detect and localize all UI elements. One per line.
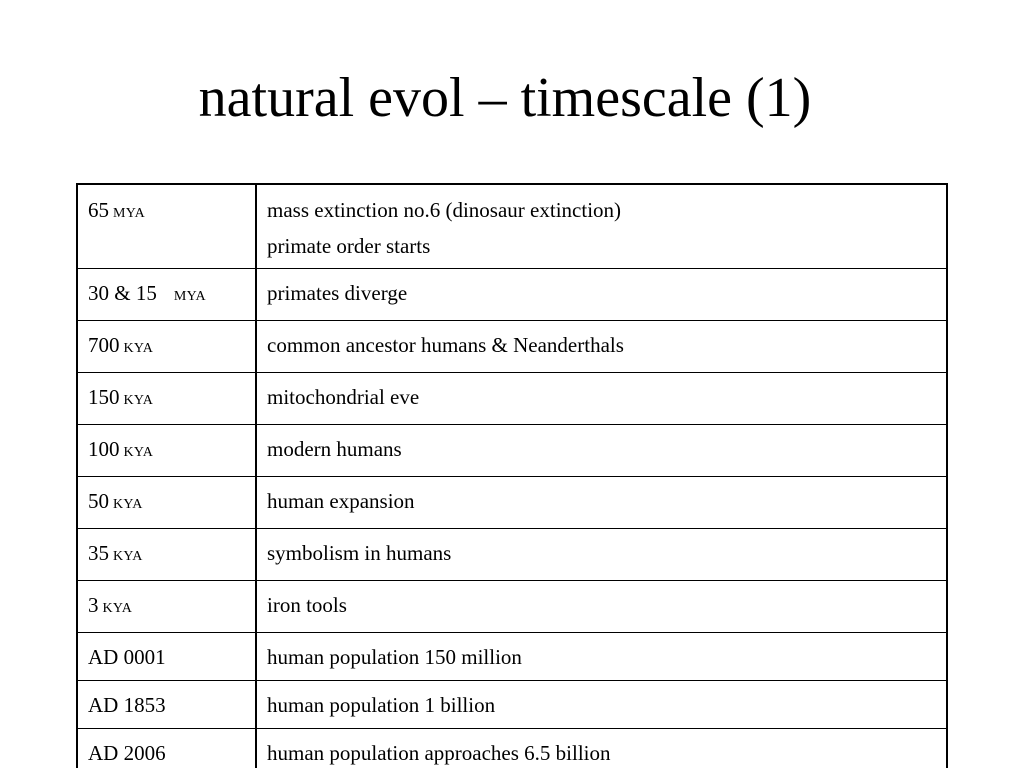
table-row: AD 2006 human population approaches 6.5 … xyxy=(76,728,948,768)
time-unit: MYA xyxy=(173,289,206,304)
event-text: human expansion xyxy=(267,489,415,513)
event-cell: human population 150 million xyxy=(255,632,948,681)
event-cell: mass extinction no.6 (dinosaur extinctio… xyxy=(255,183,948,269)
table-row: 700 KYA common ancestor humans & Neandert… xyxy=(76,320,948,373)
event-text: human population approaches 6.5 billion xyxy=(267,741,611,765)
time-value: 100 xyxy=(88,437,120,461)
table-row: 65 MYA mass extinction no.6 (dinosaur ext… xyxy=(76,183,948,269)
event-text: mitochondrial eve xyxy=(267,385,420,409)
event-cell: human population approaches 6.5 billion xyxy=(255,728,948,768)
event-text: primates diverge xyxy=(267,281,408,305)
time-cell: 100 KYA xyxy=(76,424,257,477)
time-cell: AD 0001 xyxy=(76,632,257,681)
time-value: 35 xyxy=(88,541,109,565)
event-cell: iron tools xyxy=(255,580,948,633)
time-cell: 30 & 15 MYA xyxy=(76,268,257,321)
time-cell: AD 2006 xyxy=(76,728,257,768)
time-value: 150 xyxy=(88,385,120,409)
time-unit: KYA xyxy=(102,601,133,616)
time-cell: AD 1853 xyxy=(76,680,257,729)
table-row: AD 1853 human population 1 billion xyxy=(76,680,948,729)
time-value: AD 1853 xyxy=(88,693,166,717)
time-value: AD 2006 xyxy=(88,741,166,765)
table-row: 30 & 15 MYA primates diverge xyxy=(76,268,948,321)
table-row: 150 KYA mitochondrial eve xyxy=(76,372,948,425)
event-text: human population 150 million xyxy=(267,645,522,669)
event-text: human population 1 billion xyxy=(267,693,496,717)
table-row: 50 KYA human expansion xyxy=(76,476,948,529)
event-text: mass extinction no.6 (dinosaur extinctio… xyxy=(267,198,622,222)
table-row: 100 KYA modern humans xyxy=(76,424,948,477)
time-cell: 35 KYA xyxy=(76,528,257,581)
event-text: modern humans xyxy=(267,437,402,461)
event-text: iron tools xyxy=(267,593,347,617)
table-row: AD 0001 human population 150 million xyxy=(76,632,948,681)
event-text: common ancestor humans & Neanderthals xyxy=(267,333,624,357)
time-value: 65 xyxy=(88,198,109,222)
event-cell: human expansion xyxy=(255,476,948,529)
time-unit: KYA xyxy=(123,393,154,408)
event-cell: human population 1 billion xyxy=(255,680,948,729)
time-cell: 3 KYA xyxy=(76,580,257,633)
time-cell: 700 KYA xyxy=(76,320,257,373)
time-value: AD 0001 xyxy=(88,645,166,669)
time-value: 3 xyxy=(88,593,99,617)
time-value: 700 xyxy=(88,333,120,357)
event-cell: primates diverge xyxy=(255,268,948,321)
table-row: 35 KYA symbolism in humans xyxy=(76,528,948,581)
time-cell: 150 KYA xyxy=(76,372,257,425)
time-unit: KYA xyxy=(113,549,143,564)
event-cell: modern humans xyxy=(255,424,948,477)
time-unit: KYA xyxy=(123,341,154,356)
timescale-table: 65 MYA mass extinction no.6 (dinosaur ext… xyxy=(76,183,948,768)
time-cell: 50 KYA xyxy=(76,476,257,529)
slide-title: natural evol – timescale (1) xyxy=(198,67,812,129)
event-text: symbolism in humans xyxy=(267,541,452,565)
table-row: 3 KYA iron tools xyxy=(76,580,948,633)
event-cell: common ancestor humans & Neanderthals xyxy=(255,320,948,373)
event-cell: mitochondrial eve xyxy=(255,372,948,425)
time-value: 50 xyxy=(88,489,109,513)
time-unit: KYA xyxy=(113,497,143,512)
event-text: primate order starts xyxy=(267,234,431,258)
time-value: 30 & 15 xyxy=(88,281,157,305)
time-unit: MYA xyxy=(113,206,146,221)
time-unit: KYA xyxy=(123,445,154,460)
event-cell: symbolism in humans xyxy=(255,528,948,581)
time-cell: 65 MYA xyxy=(76,183,257,269)
